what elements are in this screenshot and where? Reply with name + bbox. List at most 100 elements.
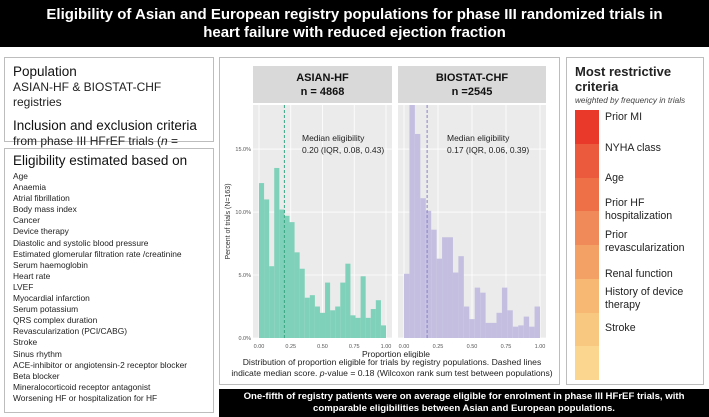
- histogram-bar: [431, 229, 437, 338]
- histogram-bar: [370, 309, 376, 338]
- histogram-bar: [414, 133, 421, 338]
- criteria-text-n: n: [161, 134, 168, 148]
- y-tick-label: 5.0%: [238, 273, 251, 279]
- y-axis-label: Percent of trials (N=163): [225, 183, 232, 259]
- histogram-bar: [319, 312, 326, 338]
- histogram-panel: Percent of trials (N=163) 0.0% 5.0% 10.0% 15…: [219, 57, 560, 385]
- x-tick-label: 0.75: [501, 344, 512, 350]
- y-tick-label: 0.0%: [238, 336, 251, 342]
- x-tick-label: 0.50: [317, 344, 328, 350]
- x-tick-label: 1.00: [381, 344, 392, 350]
- histogram-bar: [340, 282, 346, 338]
- eligibility-item: Body mass index: [13, 204, 77, 215]
- restrictive-item-label: Prior HF hospitalization: [605, 197, 673, 222]
- restrictive-item-label: Age: [605, 172, 624, 184]
- eligibility-item: Atrial fibrillation: [13, 193, 70, 204]
- eligibility-list: Age Anaemia Atrial fibrillation Body mass i…: [13, 171, 205, 404]
- histogram-bar: [259, 183, 265, 338]
- histogram-bar: [485, 322, 492, 338]
- histogram-bar: [325, 282, 331, 338]
- eligibility-heading: Eligibility estimated based on: [13, 153, 188, 168]
- conclusion-line-1: One-fifth of registry patients were on a…: [243, 391, 685, 402]
- population-text: ASIAN-HF & BIOSTAT-CHF registries: [13, 80, 162, 109]
- caption-line-1: Distribution of proportion eligible for …: [242, 357, 542, 367]
- eligibility-item: Stroke: [13, 337, 38, 348]
- eligibility-item: Device therapy: [13, 226, 69, 237]
- eligibility-panel: Eligibility estimated based on Age Anaemi…: [4, 148, 214, 413]
- histogram-bar: [380, 325, 386, 338]
- median-annotation-value: 0.17 (IQR, 0.06, 0.39): [447, 145, 529, 155]
- histogram-bar: [496, 312, 502, 338]
- restrictive-subtitle: weighted by frequency in trials: [575, 96, 686, 105]
- histogram-bar: [355, 317, 361, 338]
- conclusion-line-2: comparable eligibilities between Asian a…: [313, 403, 615, 414]
- restrictive-swatch: [575, 110, 599, 144]
- histogram-bar: [274, 167, 280, 338]
- histogram-bar: [360, 276, 366, 338]
- eligibility-item: Sinus rhythm: [13, 348, 62, 359]
- histogram-bar: [447, 237, 453, 338]
- criteria-heading: Inclusion and exclusion criteria: [13, 118, 197, 133]
- eligibility-item: ACE-inhibitor or angiotensin-2 receptor …: [13, 359, 188, 370]
- panel-title: BIOSTAT-CHF: [436, 72, 509, 84]
- histogram-chart: Percent of trials (N=163) 0.0% 5.0% 10.0% 15…: [225, 66, 546, 358]
- population-heading: Population: [13, 64, 77, 79]
- restrictive-item-label: NYHA class: [605, 142, 661, 154]
- histogram-bar: [420, 198, 426, 338]
- restrictive-item-label: Prior revascularization: [605, 229, 685, 254]
- restrictive-swatch: [575, 346, 599, 380]
- eligibility-item: Diastolic and systolic blood pressure: [13, 237, 149, 248]
- x-tick-label: 0.25: [433, 344, 444, 350]
- restrictive-criteria-panel: Most restrictive criteria weighted by fr…: [566, 57, 704, 385]
- restrictive-item-label: History of device therapy: [605, 286, 684, 311]
- eligibility-item: Mineralocorticoid receptor antagonist: [13, 381, 151, 392]
- histogram-bar: [279, 209, 285, 338]
- x-tick-label: 0.00: [254, 344, 265, 350]
- histogram-bar: [523, 316, 530, 338]
- histogram-bar: [436, 258, 443, 338]
- criteria-text-prefix: from phase III HFrEF trials (: [13, 134, 162, 148]
- caption-line-2: indicate median score. p-value = 0.18 (W…: [230, 368, 554, 379]
- conclusion-banner: One-fifth of registry patients were on a…: [219, 389, 709, 417]
- histogram-bar: [269, 266, 275, 338]
- restrictive-swatch: [575, 278, 599, 313]
- restrictive-title: Most restrictive criteria: [575, 64, 672, 94]
- eligibility-item: Anaemia: [13, 182, 47, 193]
- histogram-bar: [512, 326, 519, 338]
- histogram-bar: [518, 325, 524, 338]
- panel-header: [398, 66, 546, 103]
- histogram-bar: [350, 315, 356, 338]
- histogram-bar: [375, 300, 381, 338]
- population-panel: Population ASIAN-HF & BIOSTAT-CHF regist…: [4, 57, 214, 163]
- restrictive-swatch: [575, 245, 599, 279]
- histogram-bar: [299, 268, 305, 338]
- panel-title: ASIAN-HF: [296, 72, 349, 84]
- histogram-bar: [409, 105, 415, 338]
- eligibility-item: QRS complex duration: [13, 315, 98, 326]
- restrictive-swatch: [575, 143, 599, 178]
- x-axis-label: Proportion eligible: [362, 349, 430, 358]
- histogram-bar: [463, 306, 470, 338]
- eligibility-item: Serum haemoglobin: [13, 259, 88, 270]
- caption-text-a: indicate median score.: [231, 368, 320, 378]
- histogram-bar: [501, 287, 508, 338]
- restrictive-swatch: [575, 211, 599, 245]
- histogram-bar: [404, 273, 410, 338]
- histogram-bar: [534, 306, 540, 338]
- histogram-bar: [469, 319, 475, 338]
- histogram-bar: [345, 263, 351, 338]
- histogram-bar: [294, 252, 300, 338]
- title-line-2: heart failure with reduced ejection frac…: [203, 23, 506, 41]
- y-tick-label: 15.0%: [235, 147, 251, 153]
- histogram-bar: [335, 306, 341, 338]
- histogram-bar: [264, 199, 270, 338]
- title-line-1: Eligibility of Asian and European regist…: [46, 5, 663, 23]
- eligibility-item: Heart rate: [13, 270, 51, 281]
- panel-n-label: n =2545: [452, 86, 493, 98]
- restrictive-color-scale: [575, 110, 599, 380]
- histogram-bar: [330, 310, 336, 338]
- eligibility-item: Beta blocker: [13, 370, 60, 381]
- median-annotation-label: Median eligibility: [302, 133, 365, 143]
- caption-text-b: -value = 0.18 (Wilcoxon rank sum test be…: [324, 368, 553, 378]
- x-tick-label: 1.00: [535, 344, 546, 350]
